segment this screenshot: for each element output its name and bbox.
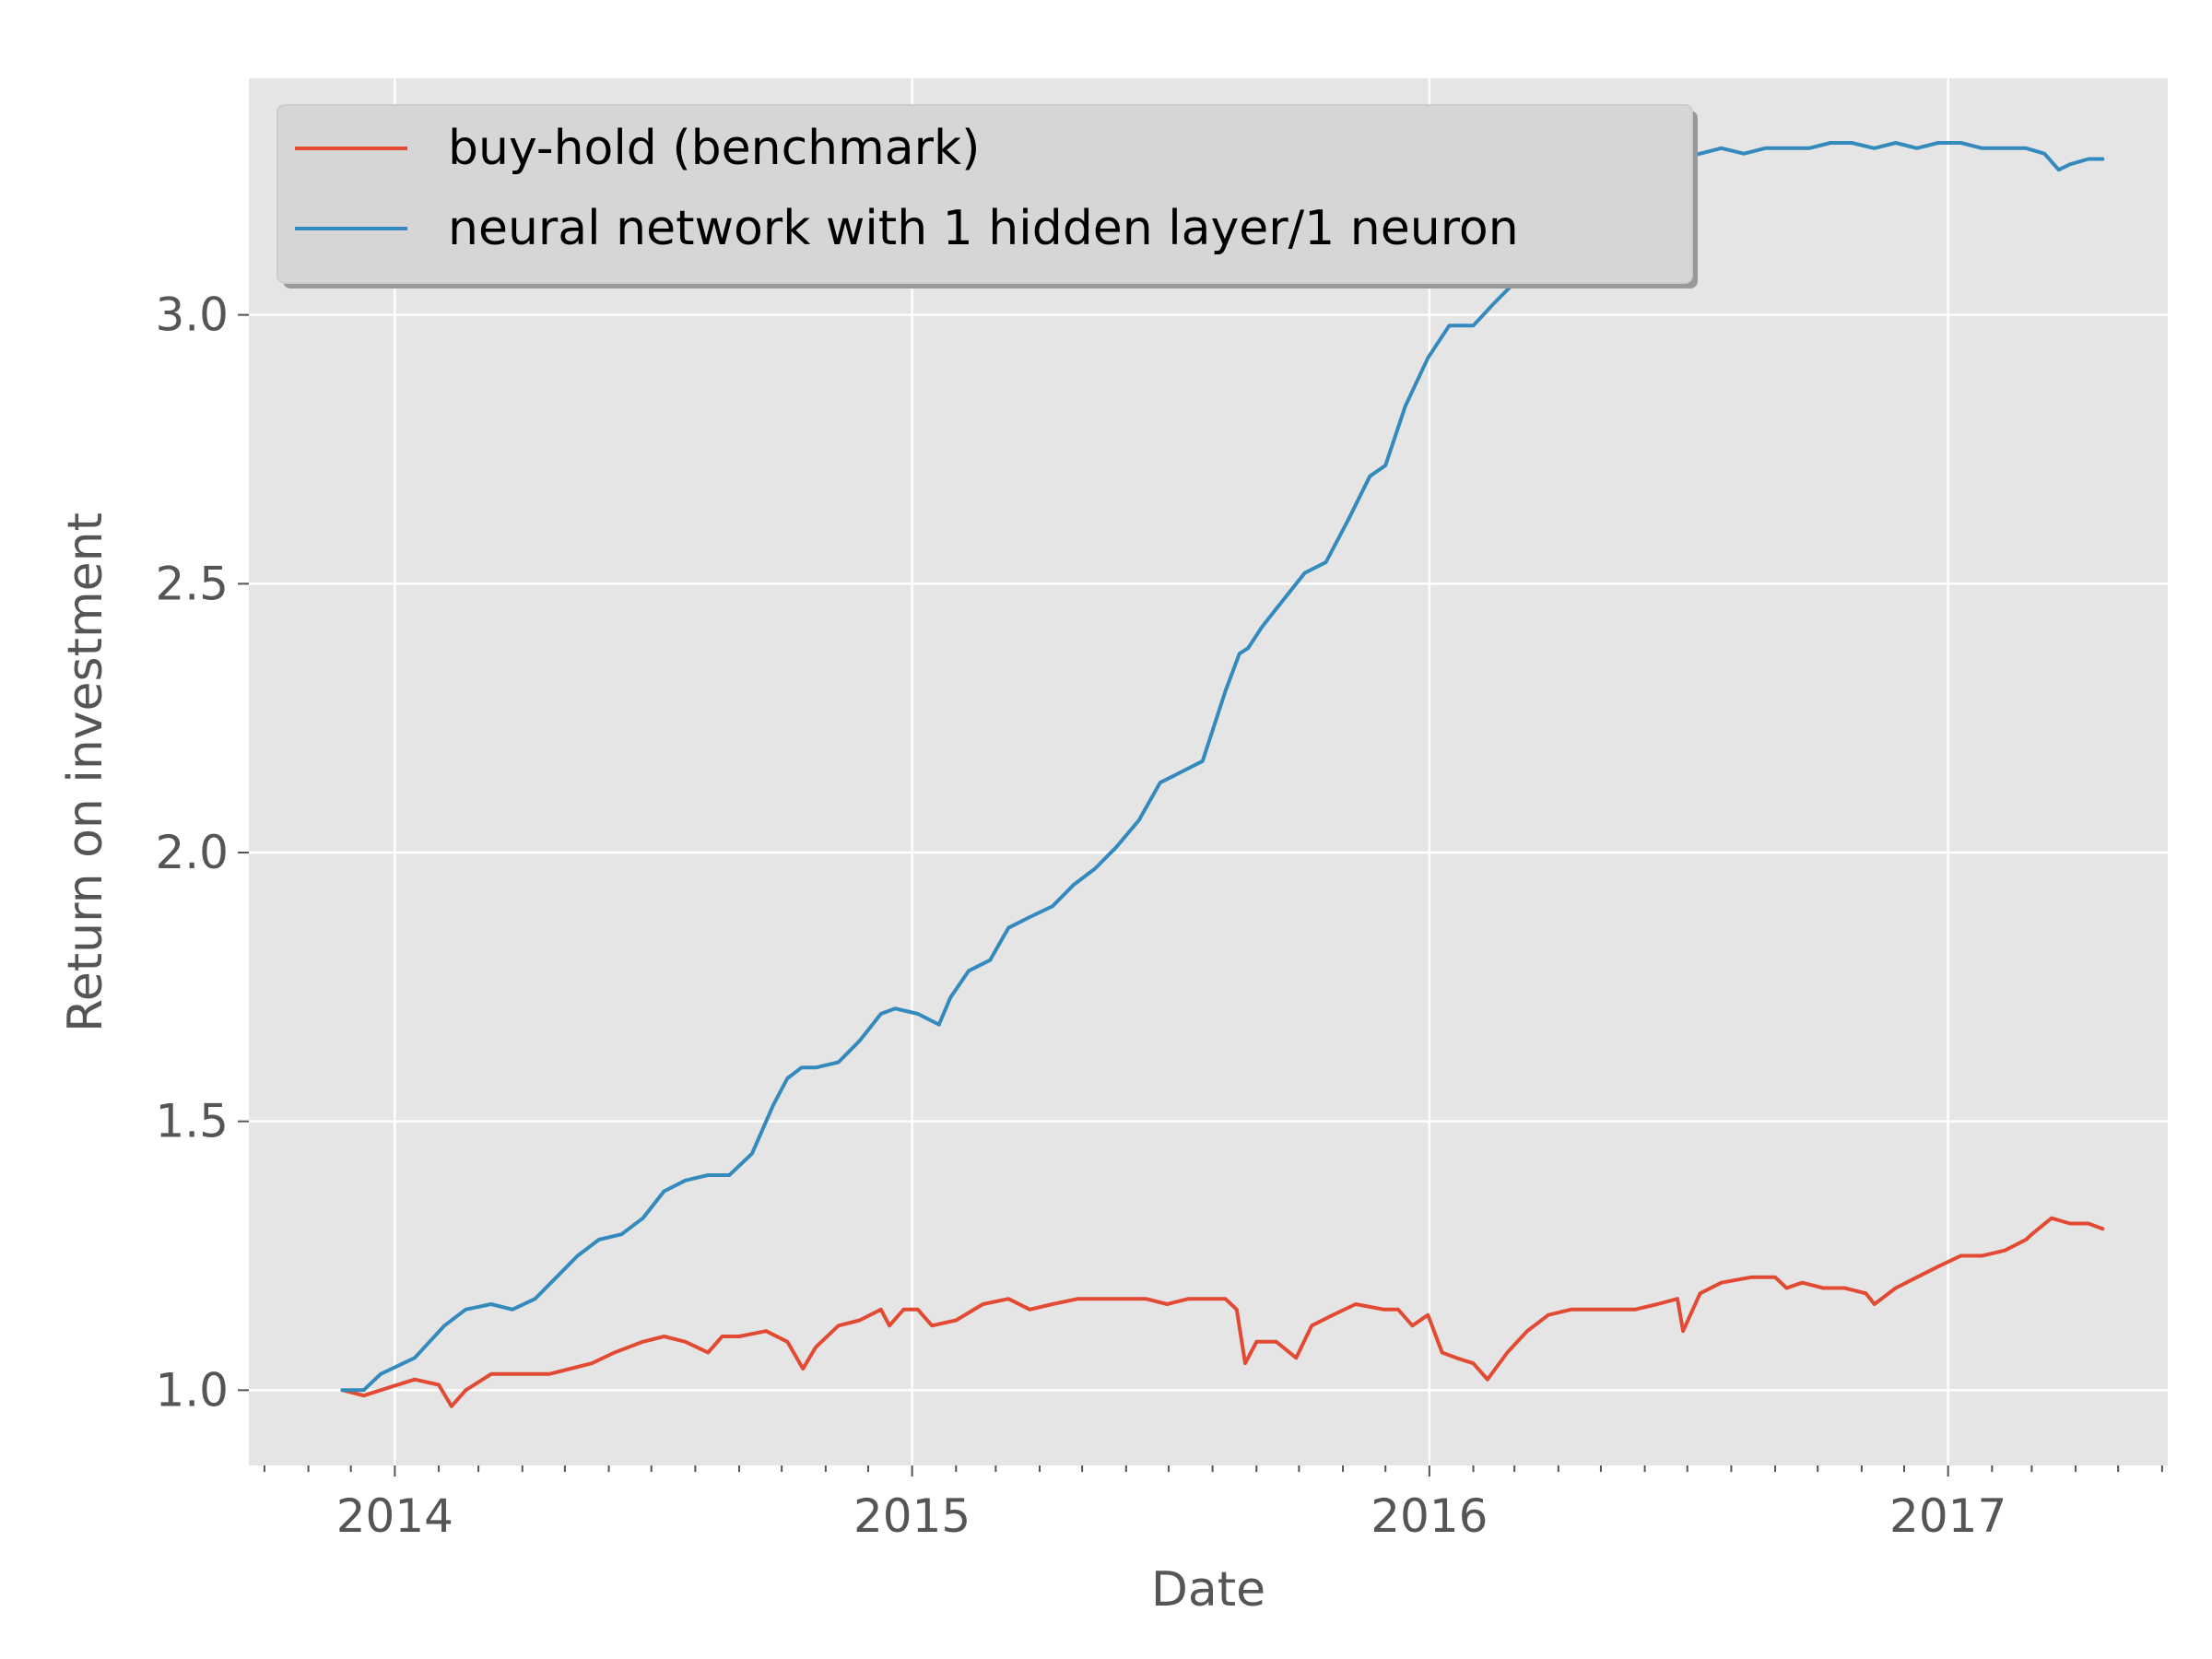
legend-label-buy-hold: buy-hold (benchmark) — [448, 121, 980, 176]
y-tick-label: 2.0 — [155, 826, 229, 879]
grid-lines — [249, 78, 2168, 1465]
plot-area — [249, 78, 2168, 1465]
series-line-buy-hold — [340, 1216, 2105, 1408]
series-layer — [340, 141, 2105, 1408]
axis-ticks: 1.0 1.5 2.0 2.5 3.0 2014 2015 2016 2017 — [155, 288, 2163, 1543]
x-tick-label: 2016 — [1371, 1489, 1488, 1543]
x-tick-label: 2014 — [336, 1489, 453, 1543]
y-tick-label: 1.0 — [155, 1363, 229, 1417]
series-line-neural-network — [340, 141, 2105, 1393]
legend: buy-hold (benchmark) neural network with… — [276, 104, 1698, 288]
y-axis-label: Return on investment — [58, 512, 113, 1032]
y-tick-label: 2.5 — [155, 557, 229, 610]
legend-box — [276, 104, 1693, 284]
x-axis-label: Date — [1151, 1562, 1265, 1618]
legend-label-neural-network: neural network with 1 hidden layer/1 neu… — [448, 201, 1519, 256]
x-tick-label: 2017 — [1889, 1489, 2006, 1543]
y-tick-label: 3.0 — [155, 288, 229, 342]
x-tick-label: 2015 — [853, 1489, 971, 1543]
y-tick-label: 1.5 — [155, 1095, 229, 1148]
